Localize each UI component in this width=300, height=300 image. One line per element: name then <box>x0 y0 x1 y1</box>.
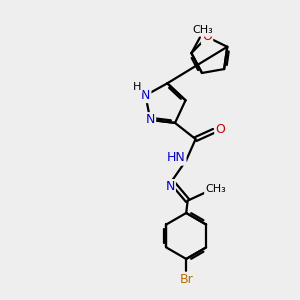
Text: HN: HN <box>167 152 185 164</box>
Text: Br: Br <box>179 273 193 286</box>
Text: N: N <box>141 89 150 102</box>
Text: CH₃: CH₃ <box>192 26 213 35</box>
Text: N: N <box>146 113 155 126</box>
Text: N: N <box>165 180 175 193</box>
Text: H: H <box>133 82 142 92</box>
Text: O: O <box>215 123 225 136</box>
Text: O: O <box>202 30 212 44</box>
Text: CH₃: CH₃ <box>205 184 226 194</box>
